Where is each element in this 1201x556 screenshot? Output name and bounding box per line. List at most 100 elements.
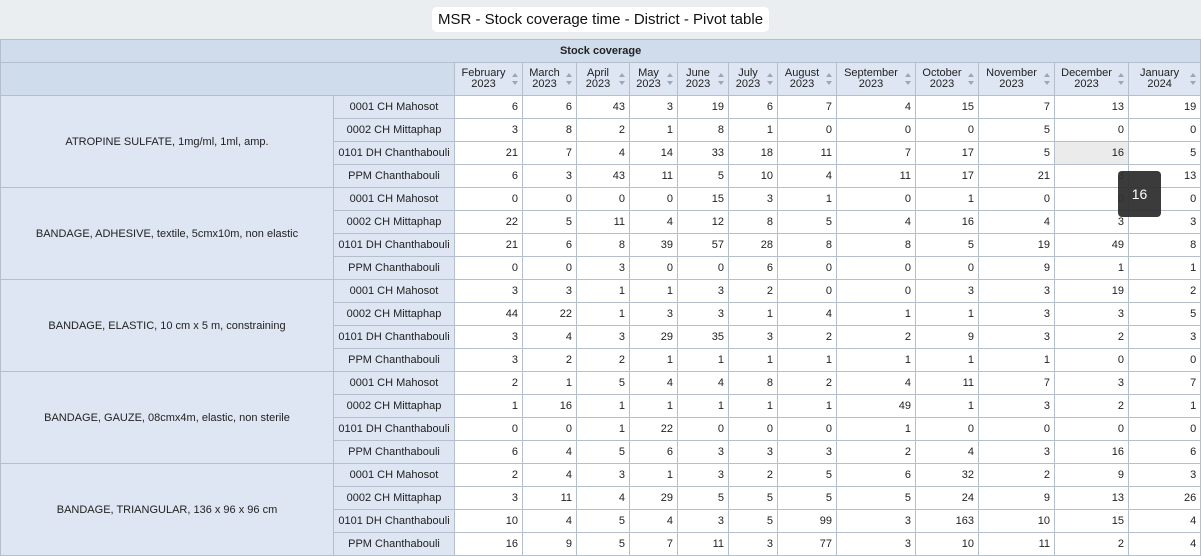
value-cell[interactable]: 7 — [629, 532, 678, 556]
value-cell[interactable]: 5 — [522, 210, 577, 234]
value-cell[interactable]: 2 — [522, 348, 577, 372]
value-cell[interactable]: 0 — [836, 279, 916, 303]
value-cell[interactable]: 5 — [777, 486, 837, 510]
column-header-july-2023[interactable]: July 2023 — [728, 62, 778, 96]
value-cell[interactable]: 8 — [728, 210, 778, 234]
value-cell[interactable]: 2 — [728, 279, 778, 303]
value-cell[interactable]: 1 — [777, 187, 837, 211]
value-cell[interactable]: 5 — [978, 141, 1055, 165]
value-cell[interactable]: 2 — [978, 463, 1055, 487]
value-cell[interactable]: 3 — [576, 463, 630, 487]
value-cell[interactable]: 1 — [677, 394, 729, 418]
value-cell[interactable]: 6 — [728, 95, 778, 119]
value-cell[interactable]: 1 — [978, 348, 1055, 372]
value-cell[interactable]: 9 — [522, 532, 577, 556]
value-cell[interactable]: 1 — [576, 279, 630, 303]
value-cell[interactable]: 8 — [836, 233, 916, 257]
value-cell[interactable]: 12 — [677, 210, 729, 234]
value-cell[interactable]: 6 — [454, 164, 523, 188]
value-cell[interactable]: 4 — [522, 325, 577, 349]
value-cell[interactable]: 0 — [915, 417, 979, 441]
value-cell[interactable]: 4 — [915, 440, 979, 464]
value-cell[interactable]: 11 — [915, 371, 979, 395]
value-cell[interactable]: 16 — [522, 394, 577, 418]
value-cell[interactable]: 2 — [836, 325, 916, 349]
value-cell[interactable]: 8 — [677, 118, 729, 142]
value-cell[interactable]: 0 — [629, 256, 678, 280]
value-cell[interactable]: 21 — [454, 141, 523, 165]
value-cell[interactable]: 3 — [454, 325, 523, 349]
value-cell[interactable]: 4 — [522, 463, 577, 487]
value-cell[interactable]: 5 — [978, 118, 1055, 142]
value-cell[interactable]: 6 — [1127, 440, 1201, 464]
value-cell[interactable]: 49 — [836, 394, 916, 418]
value-cell[interactable]: 8 — [1127, 233, 1201, 257]
value-cell[interactable]: 1 — [677, 348, 729, 372]
value-cell[interactable]: 0 — [777, 118, 837, 142]
value-cell[interactable]: 33 — [677, 141, 729, 165]
value-cell[interactable]: 8 — [522, 118, 577, 142]
value-cell[interactable]: 0 — [1054, 118, 1129, 142]
value-cell[interactable]: 2 — [576, 118, 630, 142]
column-header-december-2023[interactable]: December 2023 — [1054, 62, 1129, 96]
value-cell[interactable]: 3 — [728, 325, 778, 349]
value-cell[interactable]: 6 — [454, 440, 523, 464]
value-cell[interactable]: 5 — [1127, 141, 1201, 165]
value-cell[interactable]: 2 — [777, 371, 837, 395]
value-cell[interactable]: 0 — [677, 256, 729, 280]
column-header-august-2023[interactable]: August 2023 — [777, 62, 837, 96]
value-cell[interactable]: 0 — [522, 187, 577, 211]
value-cell[interactable]: 0 — [1127, 348, 1201, 372]
value-cell[interactable]: 0 — [522, 417, 577, 441]
value-cell[interactable]: 0 — [576, 187, 630, 211]
value-cell[interactable]: 4 — [836, 371, 916, 395]
value-cell[interactable]: 1 — [728, 118, 778, 142]
value-cell[interactable]: 29 — [629, 486, 678, 510]
value-cell[interactable]: 2 — [454, 463, 523, 487]
value-cell[interactable]: 3 — [1054, 210, 1129, 234]
value-cell[interactable]: 10 — [978, 509, 1055, 533]
value-cell[interactable]: 3 — [978, 325, 1055, 349]
value-cell[interactable]: 5 — [576, 532, 630, 556]
value-cell[interactable]: 19 — [1054, 279, 1129, 303]
value-cell[interactable]: 1 — [454, 394, 523, 418]
value-cell[interactable]: 5 — [576, 371, 630, 395]
value-cell[interactable]: 2 — [1054, 532, 1129, 556]
value-cell[interactable]: 1 — [836, 302, 916, 326]
value-cell[interactable]: 0 — [1054, 417, 1129, 441]
value-cell[interactable]: 1 — [915, 348, 979, 372]
value-cell[interactable]: 3 — [1054, 371, 1129, 395]
value-cell[interactable]: 3 — [1127, 325, 1201, 349]
value-cell[interactable]: 1 — [728, 394, 778, 418]
value-cell[interactable]: 1 — [629, 348, 678, 372]
value-cell[interactable]: 11 — [978, 532, 1055, 556]
value-cell[interactable]: 3 — [978, 279, 1055, 303]
value-cell[interactable]: 4 — [1127, 509, 1201, 533]
value-cell[interactable]: 1 — [777, 394, 837, 418]
value-cell[interactable]: 1 — [629, 118, 678, 142]
value-cell[interactable]: 22 — [522, 302, 577, 326]
sort-icon[interactable] — [826, 73, 833, 85]
value-cell[interactable]: 1 — [629, 279, 678, 303]
value-cell[interactable]: 15 — [915, 95, 979, 119]
column-header-september-2023[interactable]: September 2023 — [836, 62, 916, 96]
value-cell[interactable]: 3 — [1054, 164, 1129, 188]
value-cell[interactable]: 7 — [836, 141, 916, 165]
value-cell[interactable]: 3 — [728, 440, 778, 464]
column-header-november-2023[interactable]: November 2023 — [978, 62, 1055, 96]
value-cell[interactable]: 3 — [677, 440, 729, 464]
value-cell[interactable]: 0 — [522, 256, 577, 280]
value-cell[interactable]: 8 — [777, 233, 837, 257]
value-cell[interactable]: 16 — [915, 210, 979, 234]
value-cell[interactable]: 10 — [915, 532, 979, 556]
value-cell[interactable]: 49 — [1054, 233, 1129, 257]
value-cell[interactable]: 3 — [1127, 463, 1201, 487]
value-cell[interactable]: 2 — [1054, 394, 1129, 418]
value-cell[interactable]: 11 — [576, 210, 630, 234]
value-cell[interactable]: 9 — [1054, 463, 1129, 487]
value-cell[interactable]: 28 — [728, 233, 778, 257]
column-header-february-2023[interactable]: February 2023 — [454, 62, 523, 96]
value-cell[interactable]: 4 — [629, 371, 678, 395]
value-cell[interactable]: 1 — [629, 463, 678, 487]
value-cell[interactable]: 29 — [629, 325, 678, 349]
